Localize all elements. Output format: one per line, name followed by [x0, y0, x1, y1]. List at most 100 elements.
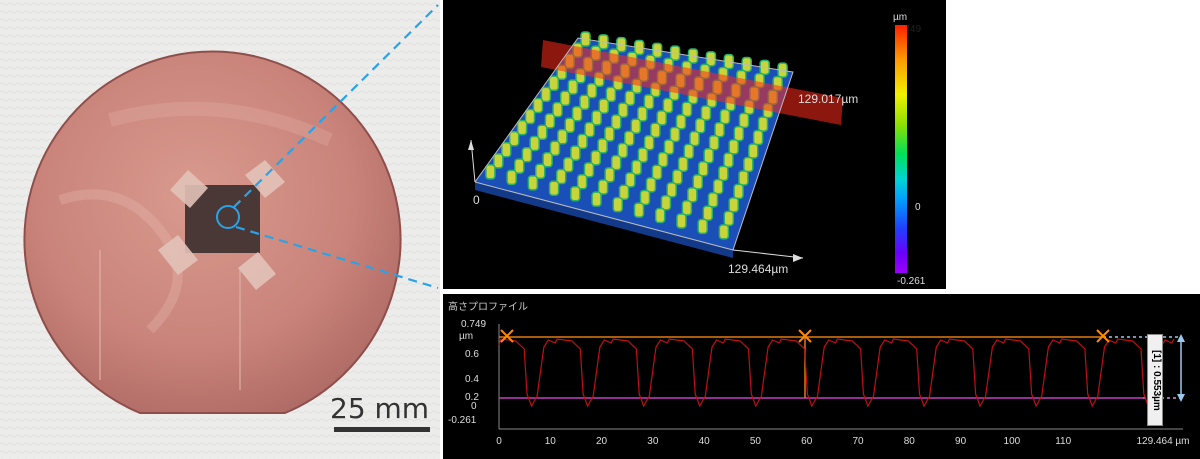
surface-ridge — [576, 174, 588, 190]
surface-ridge — [564, 117, 575, 134]
profile-title: 高さプロファイル — [448, 302, 528, 313]
surface-ridge — [570, 185, 581, 202]
surface-ridge — [527, 175, 539, 191]
profile-x-tick: 70 — [852, 436, 864, 447]
profile-x-tick: 100 — [1004, 436, 1021, 447]
surface-ridge — [728, 197, 739, 213]
wafer-photo: 25 mm — [0, 0, 440, 459]
profile-y-tick: 0 — [471, 401, 477, 412]
surface-ridge — [697, 161, 709, 177]
surface-ridge — [743, 156, 754, 173]
y-extent-label: 129.017µm — [798, 92, 859, 106]
3d-height-view: 0 129.017µm 129.464µm — [443, 0, 946, 289]
surface-ridge — [618, 184, 630, 200]
surface-ridge — [719, 108, 731, 125]
x-extent-label: 129.464µm — [728, 262, 789, 276]
surface-ridge — [697, 218, 708, 235]
surface-ridge — [548, 75, 560, 92]
surface-ridge — [579, 94, 590, 110]
surface-ridge — [714, 121, 725, 138]
surface-ridge — [752, 129, 764, 146]
surface-ridge — [586, 82, 598, 99]
surface-ridge — [747, 143, 759, 159]
surface-ridge — [577, 133, 588, 150]
height-profile-panel: 高さプロファイル 0.749 µm 0.6 0.4 0.2 0 -0.261 0… — [443, 294, 1200, 459]
surface-ridge — [689, 130, 700, 147]
surface-ridge — [485, 164, 496, 180]
profile-x-tick: 90 — [955, 436, 967, 447]
surface-ridge — [552, 101, 563, 118]
surface-ridge — [738, 170, 749, 186]
surface-ridge — [733, 183, 744, 200]
surface-ridge — [654, 207, 666, 224]
surface-ridge — [548, 180, 560, 197]
surface-ridge — [707, 192, 719, 208]
profile-x-tick: 50 — [750, 436, 762, 447]
surface-ridge — [681, 101, 693, 117]
surface-ridge — [605, 86, 617, 103]
scale-label: 25 mm — [330, 392, 430, 425]
surface-ridge — [650, 122, 661, 139]
profile-y-tick: -0.261 — [448, 415, 477, 426]
surface-ridge — [663, 139, 675, 155]
surface-ridge — [645, 177, 657, 193]
surface-ridge — [718, 165, 729, 182]
profile-x-tick: 0 — [496, 436, 502, 447]
surface-ridge — [757, 116, 769, 132]
surface-ridge — [549, 140, 561, 157]
surface-ridge — [703, 148, 714, 164]
surface-ridge — [624, 90, 636, 106]
surface-ridge — [669, 126, 681, 143]
profile-y-max: 0.749 — [461, 319, 487, 330]
surface-ridge — [516, 119, 528, 136]
surface-ridge — [675, 114, 687, 130]
colorbar-max: 0.749 — [896, 24, 922, 35]
surface-ridge — [630, 118, 642, 134]
surface-ridge — [590, 150, 602, 166]
surface-ridge — [617, 102, 629, 118]
surface-ridge — [718, 224, 730, 240]
surface-ridge — [643, 134, 655, 151]
profile-x-tick: 30 — [647, 436, 659, 447]
surface-ridge — [677, 156, 689, 172]
surface-ridge — [508, 130, 520, 147]
surface-ridge — [501, 142, 512, 158]
colorbar-unit: µm — [893, 12, 908, 23]
surface-ridge — [676, 213, 687, 229]
surface-ridge — [610, 114, 622, 130]
surface-ridge — [700, 105, 712, 121]
surface-ridge — [672, 169, 683, 185]
colorbar-mid: 0 — [915, 202, 921, 213]
surface-ridge — [656, 110, 667, 126]
surface-ridge — [529, 135, 540, 152]
surface-ridge — [532, 97, 544, 114]
surface-ridge — [540, 86, 552, 103]
3d-surface-plot — [468, 31, 843, 262]
surface-ridge — [598, 98, 610, 114]
surface-ridge — [591, 110, 602, 126]
surface-ridge — [631, 159, 642, 176]
surface-ridge — [637, 106, 648, 122]
surface-ridge — [637, 147, 649, 163]
surface-ridge — [563, 157, 574, 173]
surface-ridge — [591, 191, 602, 207]
surface-ridge — [493, 153, 504, 169]
surface-ridge — [712, 178, 724, 195]
surface-ridge — [728, 139, 739, 155]
surface-ridge — [660, 194, 672, 211]
surface-ridge — [559, 90, 571, 107]
surface-ridge — [597, 138, 608, 154]
surface-ridge — [524, 108, 536, 125]
surface-ridge — [584, 121, 595, 138]
surface-ridge — [604, 167, 615, 183]
colorbar — [895, 25, 907, 273]
surface-ridge — [657, 151, 669, 168]
surface-ridge — [723, 152, 734, 168]
surface-ridge — [639, 189, 651, 206]
surface-ridge — [738, 112, 750, 129]
surface-ridge — [571, 105, 583, 122]
surface-ridge — [521, 147, 533, 163]
surface-ridge — [612, 196, 624, 213]
profile-plot: 0 10 20 30 40 50 60 70 80 90 100 110 129.464 µm — [496, 324, 1190, 447]
surface-ridge — [708, 134, 720, 151]
